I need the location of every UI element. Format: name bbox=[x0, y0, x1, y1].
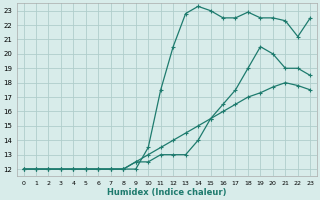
X-axis label: Humidex (Indice chaleur): Humidex (Indice chaleur) bbox=[107, 188, 227, 197]
